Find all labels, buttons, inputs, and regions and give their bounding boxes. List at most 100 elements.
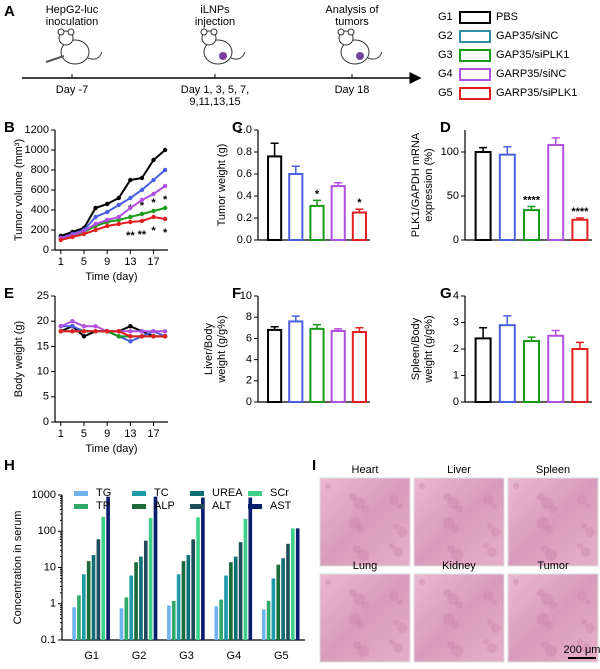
y-axis-label: Liver/Body bbox=[203, 323, 215, 375]
y-axis-label: Tumor weight (g) bbox=[216, 144, 228, 227]
tissue-texture bbox=[419, 483, 425, 489]
y-tick-label: 0 bbox=[453, 396, 459, 408]
tissue-texture bbox=[447, 545, 455, 553]
data-point bbox=[128, 324, 133, 329]
bar bbox=[139, 556, 143, 640]
tissue-texture bbox=[581, 547, 591, 557]
error-bar bbox=[334, 328, 343, 331]
tissue-texture bbox=[513, 579, 519, 585]
bar bbox=[214, 606, 219, 640]
tissue-texture bbox=[545, 525, 553, 533]
syringe bbox=[45, 55, 65, 63]
tumor-dot bbox=[219, 52, 227, 60]
bar bbox=[351, 211, 367, 241]
bar bbox=[281, 558, 285, 640]
y-tick-label: 10 bbox=[37, 366, 49, 378]
legend-label: TP bbox=[96, 500, 110, 512]
bar bbox=[522, 340, 541, 403]
bar bbox=[129, 575, 134, 640]
tissue-texture bbox=[487, 523, 493, 529]
y-tick-label: 4 bbox=[453, 290, 459, 302]
bar bbox=[267, 328, 283, 404]
y-tick-label: 50 bbox=[447, 190, 459, 202]
tissue-texture bbox=[357, 645, 369, 657]
tissue-texture bbox=[483, 543, 489, 549]
y-axis-label: Tumor volume (mm³) bbox=[13, 139, 25, 241]
error-bar bbox=[479, 327, 488, 339]
legend-swatch bbox=[190, 491, 204, 496]
bar bbox=[474, 151, 492, 241]
tissue-texture bbox=[349, 517, 361, 529]
bar bbox=[201, 497, 205, 640]
step-day: Day 1, 3, 5, 7, bbox=[181, 84, 249, 96]
series-line bbox=[60, 169, 166, 239]
data-point bbox=[151, 191, 156, 197]
panel-label: E bbox=[4, 285, 14, 302]
tissue-texture bbox=[537, 517, 549, 529]
bar bbox=[288, 173, 304, 241]
tissue-texture bbox=[357, 549, 369, 561]
legend-box bbox=[459, 49, 491, 62]
tissue-texture bbox=[451, 645, 463, 657]
tissue-texture bbox=[541, 545, 549, 553]
tissue-texture bbox=[581, 643, 591, 653]
y-tick-label: 0 bbox=[43, 244, 49, 256]
step-event: tumors bbox=[335, 16, 369, 28]
x-tick-label: 1 bbox=[58, 256, 64, 268]
mouse-icon bbox=[337, 28, 383, 65]
legend-name: PBS bbox=[496, 11, 518, 23]
histology-image bbox=[413, 573, 505, 663]
x-tick-label: G4 bbox=[227, 650, 242, 662]
bar bbox=[106, 496, 110, 640]
y-tick-label: 5 bbox=[43, 391, 49, 403]
bar bbox=[267, 155, 283, 241]
data-point bbox=[128, 205, 133, 211]
data-point bbox=[70, 329, 75, 334]
legend-id: G2 bbox=[438, 30, 453, 42]
mouse-ear bbox=[347, 28, 355, 36]
data-point bbox=[93, 221, 98, 227]
data-point bbox=[81, 324, 87, 329]
error-bar bbox=[551, 137, 560, 145]
y-axis-label: PLK1/GAPDH mRNA bbox=[410, 132, 422, 237]
x-tick-label: 17 bbox=[147, 256, 159, 268]
histology-image bbox=[507, 477, 599, 567]
significance: * bbox=[140, 200, 145, 212]
tissue-texture bbox=[581, 523, 587, 529]
tissue-texture bbox=[361, 505, 369, 513]
data-point bbox=[70, 234, 75, 240]
tissue-texture bbox=[447, 593, 459, 605]
y-tick-label: 0.8 bbox=[237, 146, 252, 158]
data-point bbox=[128, 339, 133, 344]
significance: **** bbox=[571, 206, 589, 218]
panel-label: G bbox=[440, 285, 452, 302]
tissue-texture bbox=[361, 601, 369, 609]
tissue-texture bbox=[491, 527, 501, 537]
tissue-texture bbox=[537, 613, 549, 625]
mouse-ear bbox=[337, 28, 345, 36]
tissue-texture bbox=[353, 545, 361, 553]
tissue-texture bbox=[397, 599, 403, 605]
x-axis-label: Time (day) bbox=[85, 271, 137, 283]
legend-swatch bbox=[248, 491, 262, 496]
y-tick-label: 400 bbox=[31, 204, 49, 216]
y-tick-label: 1000 bbox=[25, 144, 49, 156]
tissue-texture bbox=[585, 527, 595, 537]
y-tick-label: 1 bbox=[453, 369, 459, 381]
error-bar bbox=[355, 208, 364, 213]
error-bar bbox=[479, 146, 488, 152]
step-event: iLNPs bbox=[200, 4, 230, 16]
tissue-texture bbox=[451, 525, 459, 533]
y-tick-label: 20 bbox=[37, 315, 49, 327]
tissue-texture bbox=[585, 503, 591, 509]
mouse-tail bbox=[87, 51, 103, 60]
data-point bbox=[93, 324, 98, 329]
tissue-texture bbox=[483, 495, 493, 505]
y-tick-label: 8 bbox=[246, 311, 252, 323]
data-point bbox=[151, 329, 156, 334]
bar bbox=[196, 517, 200, 640]
mouse-icon bbox=[200, 28, 246, 65]
y-axis-label: Spleen/Body bbox=[410, 317, 422, 380]
y-axis-label: Concentration in serum bbox=[12, 511, 24, 625]
data-point bbox=[162, 329, 168, 334]
